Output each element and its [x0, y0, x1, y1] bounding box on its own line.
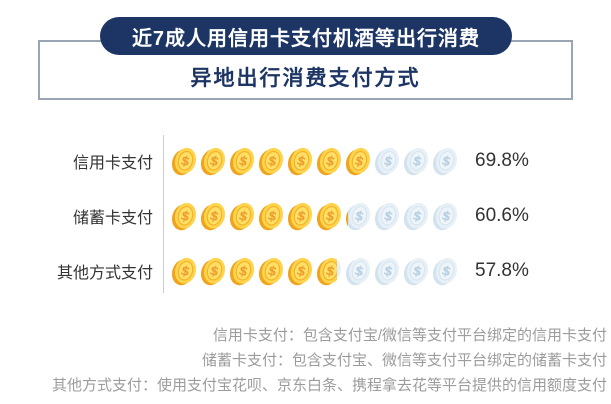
svg-text:$: $: [237, 208, 250, 225]
coin-icon: $: [433, 198, 459, 234]
svg-text:$: $: [266, 153, 279, 170]
coin-icon: $: [346, 253, 372, 289]
footnote-line: 储蓄卡支付：包含支付宝、微信等支付平台绑定的储蓄卡支付: [201, 352, 607, 369]
coin-icon: $$: [288, 198, 314, 234]
row-label: 储蓄卡支付: [72, 209, 153, 227]
coin-icon: $$: [259, 198, 285, 234]
row-label: 其他方式支付: [56, 264, 153, 282]
svg-text:$: $: [208, 208, 221, 225]
svg-text:$: $: [237, 153, 250, 170]
headline-badge: 近7成人用信用卡支付机酒等出行消费: [100, 17, 512, 55]
svg-text:$: $: [324, 208, 337, 225]
coin-icon: $$: [259, 143, 285, 179]
coin-icon: $$: [172, 253, 198, 289]
svg-text:$: $: [208, 263, 221, 280]
coin-icon: $$: [201, 143, 227, 179]
svg-text:$: $: [179, 208, 192, 225]
coin-icon: $$: [288, 253, 314, 289]
svg-text:$: $: [382, 153, 395, 170]
coin-icon: $: [375, 253, 401, 289]
svg-text:$: $: [266, 263, 279, 280]
coin-icon: $: [433, 253, 459, 289]
footnote-line: 信用卡支付：包含支付宝/微信等支付平台绑定的信用卡支付: [212, 327, 607, 344]
footnote-line: 其他方式支付：使用支付宝花呗、京东白条、携程拿去花等平台提供的信用额度支付: [51, 377, 607, 394]
coin-icon: $$: [201, 253, 227, 289]
svg-text:$: $: [411, 153, 424, 170]
footnotes: 信用卡支付：包含支付宝/微信等支付平台绑定的信用卡支付 储蓄卡支付：包含支付宝、…: [0, 323, 607, 398]
coin-track: $$$$$$$$$$$$$$$$$: [163, 198, 462, 234]
svg-text:$: $: [382, 263, 395, 280]
coin-icon: $$: [230, 253, 256, 289]
coin-icon: $$: [346, 198, 372, 234]
svg-text:$: $: [324, 153, 337, 170]
svg-text:$: $: [324, 263, 337, 280]
coin-icon: $$: [259, 253, 285, 289]
svg-text:$: $: [179, 153, 192, 170]
coin-icon: $$: [172, 143, 198, 179]
svg-text:$: $: [382, 208, 395, 225]
coin-icon: $: [375, 198, 401, 234]
svg-text:$: $: [179, 263, 192, 280]
pictogram-chart: 信用卡支付$$$$$$$$$$$$$$$$$69.8%储蓄卡支付$$$$$$$$…: [0, 133, 611, 298]
svg-text:$: $: [295, 263, 308, 280]
svg-text:$: $: [440, 263, 453, 280]
coin-icon: $$: [230, 198, 256, 234]
chart-row: 储蓄卡支付$$$$$$$$$$$$$$$$$60.6%: [0, 188, 611, 243]
svg-text:$: $: [208, 153, 221, 170]
coin-icon: $$: [172, 198, 198, 234]
svg-text:$: $: [440, 208, 453, 225]
coin-track: $$$$$$$$$$$$$$$$$: [163, 143, 462, 179]
coin-icon: $$: [317, 253, 343, 289]
row-label: 信用卡支付: [72, 154, 153, 172]
svg-text:$: $: [266, 208, 279, 225]
coin-icon: $$: [346, 143, 372, 179]
coin-track: $$$$$$$$$$$$$$$$: [163, 253, 462, 289]
chart-title: 异地出行消费支付方式: [190, 67, 421, 90]
svg-text:$: $: [353, 153, 366, 170]
svg-text:$: $: [295, 153, 308, 170]
coin-icon: $$: [230, 143, 256, 179]
coin-icon: $: [404, 253, 430, 289]
axis-divider-line: [163, 135, 164, 293]
svg-text:$: $: [295, 208, 308, 225]
coin-icon: $$: [201, 198, 227, 234]
chart-row: 其他方式支付$$$$$$$$$$$$$$$$57.8%: [0, 243, 611, 298]
chart-row: 信用卡支付$$$$$$$$$$$$$$$$$69.8%: [0, 133, 611, 188]
svg-text:$: $: [411, 263, 424, 280]
svg-text:$: $: [411, 208, 424, 225]
coin-icon: $: [433, 143, 459, 179]
coin-icon: $: [375, 143, 401, 179]
svg-text:$: $: [353, 263, 366, 280]
coin-icon: $$: [288, 143, 314, 179]
coin-icon: $: [404, 198, 430, 234]
value-label: 69.8%: [475, 149, 529, 171]
svg-text:$: $: [237, 263, 250, 280]
value-label: 60.6%: [475, 204, 529, 226]
coin-icon: $$: [317, 198, 343, 234]
coin-icon: $$: [317, 143, 343, 179]
svg-text:$: $: [440, 153, 453, 170]
svg-text:$: $: [353, 208, 366, 225]
value-label: 57.8%: [475, 259, 529, 281]
coin-icon: $: [404, 143, 430, 179]
